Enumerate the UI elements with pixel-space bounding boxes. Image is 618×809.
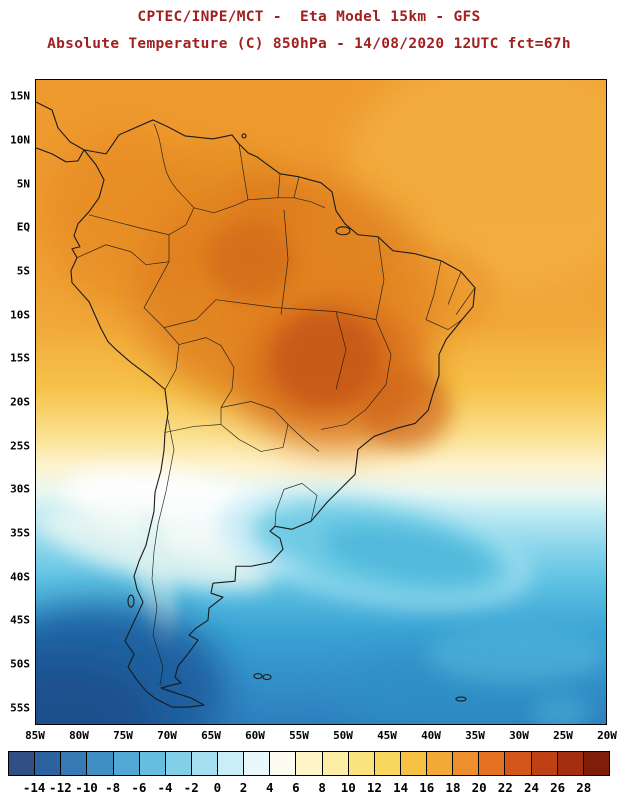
colorbar-segment <box>218 752 245 775</box>
lat-label: EQ <box>16 220 30 234</box>
lon-label: 80W <box>69 729 89 742</box>
lon-label: 55W <box>289 729 309 742</box>
title-line1: CPTEC/INPE/MCT - Eta Model 15km - GFS <box>137 9 481 25</box>
colorbar-segment <box>348 752 375 775</box>
lat-axis: 15N 10N 5N EQ 5S 10S 15S 20S 25S 30S 35S 40S 45S 50S 5… <box>0 79 33 725</box>
colorbar-segment <box>374 752 401 775</box>
lon-label: 65W <box>201 729 221 742</box>
colorbar-segment <box>322 752 349 775</box>
colorbar-tick-label: 28 <box>576 780 592 795</box>
colorbar-segment <box>270 752 297 775</box>
colorbar-segment <box>479 752 506 775</box>
lon-label: 45W <box>377 729 397 742</box>
colorbar-segment <box>453 752 480 775</box>
lon-label: 35W <box>465 729 485 742</box>
colorbar-segment <box>427 752 454 775</box>
south-america-map <box>36 80 606 724</box>
colorbar-tick-label: -14 <box>22 780 46 795</box>
colorbar-labels: -14 -12 -10 -8 -6 -4 -2 0 2 4 6 8 10 12 14 16 18 20 22 24 26… <box>8 780 610 798</box>
colorbar-tick-label: -2 <box>183 780 199 795</box>
colorbar-segment <box>191 752 218 775</box>
coastline <box>36 101 476 708</box>
lon-label: 25W <box>553 729 573 742</box>
colorbar-segment <box>557 752 584 775</box>
colorbar-segment <box>113 752 140 775</box>
lat-label: 35S <box>10 526 30 540</box>
lat-label: 15S <box>10 351 30 365</box>
country-borders <box>76 123 476 686</box>
colorbar-tick-label: -10 <box>75 780 98 795</box>
colorbar-tick-label: -6 <box>131 780 147 795</box>
lon-label: 40W <box>421 729 441 742</box>
colorbar-tick-label: 18 <box>445 780 461 795</box>
lat-label: 10S <box>10 308 30 322</box>
colorbar-segment <box>9 752 36 775</box>
colorbar-segment <box>35 752 62 775</box>
colorbar-segment <box>165 752 192 775</box>
colorbar-segment <box>296 752 323 775</box>
lat-label: 30S <box>10 482 30 496</box>
colorbar-segment <box>583 752 609 775</box>
colorbar-tick-label: 22 <box>497 780 513 795</box>
colorbar-tick-label: 10 <box>340 780 356 795</box>
colorbar-segment <box>244 752 271 775</box>
lon-label: 20W <box>597 729 617 742</box>
colorbar <box>8 751 610 776</box>
temperature-field <box>36 80 606 724</box>
lon-label: 30W <box>509 729 529 742</box>
lat-label: 20S <box>10 395 30 409</box>
colorbar-tick-label: -8 <box>105 780 121 795</box>
colorbar-tick-label: -12 <box>49 780 72 795</box>
lon-axis: 85W 80W 75W 70W 65W 60W 55W 50W 45W 40W 35W 30W 25W 2… <box>25 729 617 745</box>
lat-label: 50S <box>10 657 30 671</box>
colorbar-tick-label: 20 <box>471 780 487 795</box>
colorbar-tick-label: 12 <box>366 780 382 795</box>
colorbar-tick-label: 6 <box>292 780 300 795</box>
colorbar-segment <box>87 752 114 775</box>
colorbar-tick-label: 8 <box>318 780 326 795</box>
lat-label: 5N <box>16 177 30 191</box>
colorbar-tick-label: 24 <box>523 780 539 795</box>
colorbar-segment <box>400 752 427 775</box>
lat-label: 10N <box>10 133 30 147</box>
lat-label: 40S <box>10 570 30 584</box>
colorbar-segment <box>61 752 88 775</box>
colorbar-tick-label: 14 <box>393 780 409 795</box>
colorbar-segment <box>531 752 558 775</box>
lat-label: 25S <box>10 439 30 453</box>
lat-label: 55S <box>10 701 30 715</box>
colorbar-segment <box>139 752 166 775</box>
lon-label: 60W <box>245 729 265 742</box>
colorbar-tick-label: 26 <box>550 780 566 795</box>
lat-label: 5S <box>16 264 30 278</box>
colorbar-tick-label: 4 <box>265 780 274 795</box>
map-area <box>35 79 607 725</box>
lat-label: 15N <box>10 89 30 103</box>
lon-label: 50W <box>333 729 353 742</box>
lon-label: 85W <box>25 729 45 742</box>
colorbar-tick-label: 0 <box>213 780 222 795</box>
colorbar-tick-label: -4 <box>157 780 173 795</box>
lon-label: 70W <box>157 729 177 742</box>
title-line2: Absolute Temperature (C) 850hPa - 14/08/… <box>47 36 571 52</box>
lon-label: 75W <box>113 729 133 742</box>
colorbar-tick-label: 2 <box>239 780 248 795</box>
colorbar-segment <box>505 752 532 775</box>
lat-label: 45S <box>10 613 30 627</box>
colorbar-tick-label: 16 <box>419 780 435 795</box>
